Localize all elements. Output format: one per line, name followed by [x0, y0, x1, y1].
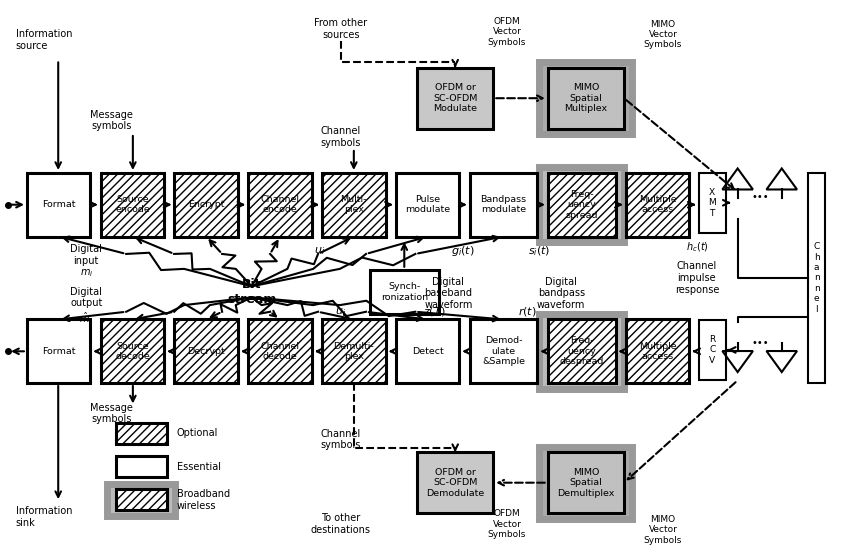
Text: Information
source: Information source	[16, 29, 72, 51]
Text: Broadband
wireless: Broadband wireless	[177, 489, 230, 510]
Text: Channel
symbols: Channel symbols	[321, 126, 361, 148]
Text: Message
symbols: Message symbols	[90, 403, 133, 424]
Text: Digital
baseband
waveform: Digital baseband waveform	[424, 277, 472, 310]
Text: Freq-
uency
spread: Freq- uency spread	[565, 190, 597, 220]
Text: OFDM or
SC-OFDM
Demodulate: OFDM or SC-OFDM Demodulate	[426, 468, 484, 498]
Text: Optional: Optional	[177, 429, 219, 439]
FancyBboxPatch shape	[540, 314, 624, 389]
FancyBboxPatch shape	[248, 173, 311, 236]
Text: $\hat{u}_i$: $\hat{u}_i$	[335, 303, 346, 319]
Text: MIMO
Vector
Symbols: MIMO Vector Symbols	[644, 515, 683, 545]
Text: Source
encode: Source encode	[115, 195, 150, 215]
Text: Essential: Essential	[177, 461, 221, 471]
FancyBboxPatch shape	[548, 173, 615, 236]
Text: OFDM
Vector
Symbols: OFDM Vector Symbols	[488, 509, 526, 539]
Text: Demulti-
plex: Demulti- plex	[334, 341, 374, 361]
Text: MIMO
Vector
Symbols: MIMO Vector Symbols	[644, 19, 683, 49]
Text: To other
destinations: To other destinations	[311, 513, 371, 535]
Text: OFDM or
SC-OFDM
Modulate: OFDM or SC-OFDM Modulate	[433, 83, 477, 113]
Text: Freq-
uency
despread: Freq- uency despread	[559, 336, 603, 366]
Text: From other
sources: From other sources	[314, 18, 368, 40]
FancyBboxPatch shape	[417, 452, 494, 513]
FancyBboxPatch shape	[369, 270, 439, 314]
FancyBboxPatch shape	[100, 320, 164, 383]
Text: Channel
symbols: Channel symbols	[321, 429, 361, 450]
FancyBboxPatch shape	[116, 456, 167, 477]
FancyBboxPatch shape	[322, 173, 386, 236]
FancyBboxPatch shape	[116, 423, 167, 444]
Text: Source
decode: Source decode	[115, 341, 150, 361]
Text: Multiple
access: Multiple access	[639, 341, 677, 361]
Text: OFDM
Vector
Symbols: OFDM Vector Symbols	[488, 17, 526, 47]
Text: Digital
bandpass
waveform: Digital bandpass waveform	[537, 277, 585, 310]
FancyBboxPatch shape	[27, 173, 90, 236]
Text: $h_c(t)$: $h_c(t)$	[686, 241, 708, 255]
FancyBboxPatch shape	[100, 173, 164, 236]
FancyBboxPatch shape	[808, 173, 825, 383]
Text: Digital
input
$m_i$: Digital input $m_i$	[71, 244, 102, 279]
Text: Digital
output
$\hat{m}_i$: Digital output $\hat{m}_i$	[70, 287, 102, 327]
FancyBboxPatch shape	[470, 320, 538, 383]
Text: Format: Format	[42, 347, 76, 356]
FancyBboxPatch shape	[540, 446, 632, 519]
Text: Decrypt: Decrypt	[187, 347, 226, 356]
Text: Detect: Detect	[412, 347, 443, 356]
FancyBboxPatch shape	[107, 484, 175, 516]
FancyBboxPatch shape	[625, 320, 689, 383]
Text: Synch-
ronization: Synch- ronization	[380, 282, 428, 301]
Text: R
C
V: R C V	[709, 335, 716, 365]
Text: X
M
T: X M T	[708, 188, 716, 217]
Text: $r(t)$: $r(t)$	[518, 305, 537, 317]
Text: MIMO
Spatial
Demultiplex: MIMO Spatial Demultiplex	[557, 468, 614, 498]
FancyBboxPatch shape	[548, 452, 624, 513]
Text: $s_i(t)$: $s_i(t)$	[528, 245, 551, 258]
FancyBboxPatch shape	[174, 320, 238, 383]
Text: •••: •••	[751, 192, 769, 202]
FancyBboxPatch shape	[699, 320, 726, 380]
FancyBboxPatch shape	[396, 320, 460, 383]
Text: $z(T)$: $z(T)$	[423, 305, 445, 317]
FancyBboxPatch shape	[174, 173, 238, 236]
FancyBboxPatch shape	[548, 320, 615, 383]
Text: Channel
impulse
response: Channel impulse response	[675, 261, 719, 295]
Text: Format: Format	[42, 200, 76, 209]
Text: Demod-
ulate
&Sample: Demod- ulate &Sample	[482, 336, 525, 366]
FancyBboxPatch shape	[470, 173, 538, 236]
FancyBboxPatch shape	[396, 173, 460, 236]
Text: Channel
decode: Channel decode	[260, 341, 300, 361]
Text: $u_i$: $u_i$	[314, 246, 325, 257]
FancyBboxPatch shape	[540, 62, 632, 134]
FancyBboxPatch shape	[417, 68, 494, 128]
Text: C
h
a
n
n
e
l: C h a n n e l	[814, 242, 820, 314]
Text: MIMO
Spatial
Multiplex: MIMO Spatial Multiplex	[564, 83, 608, 113]
FancyBboxPatch shape	[248, 320, 311, 383]
FancyBboxPatch shape	[27, 320, 90, 383]
Text: Channel
encode: Channel encode	[260, 195, 300, 215]
Text: Multiple
access: Multiple access	[639, 195, 677, 215]
Text: Bit
stream: Bit stream	[227, 278, 277, 306]
FancyBboxPatch shape	[625, 173, 689, 236]
FancyBboxPatch shape	[322, 320, 386, 383]
Text: Information
sink: Information sink	[16, 506, 72, 528]
Text: Message
symbols: Message symbols	[90, 110, 133, 131]
Text: $g_i(t)$: $g_i(t)$	[451, 245, 475, 259]
FancyBboxPatch shape	[540, 167, 624, 242]
Text: Pulse
modulate: Pulse modulate	[405, 195, 450, 215]
FancyBboxPatch shape	[548, 68, 624, 128]
FancyBboxPatch shape	[699, 173, 726, 232]
Text: Multi-
plex: Multi- plex	[340, 195, 367, 215]
Text: Bandpass
modulate: Bandpass modulate	[481, 195, 527, 215]
Text: •••: •••	[751, 338, 769, 348]
Text: Encrypt: Encrypt	[188, 200, 225, 209]
FancyBboxPatch shape	[116, 489, 167, 510]
